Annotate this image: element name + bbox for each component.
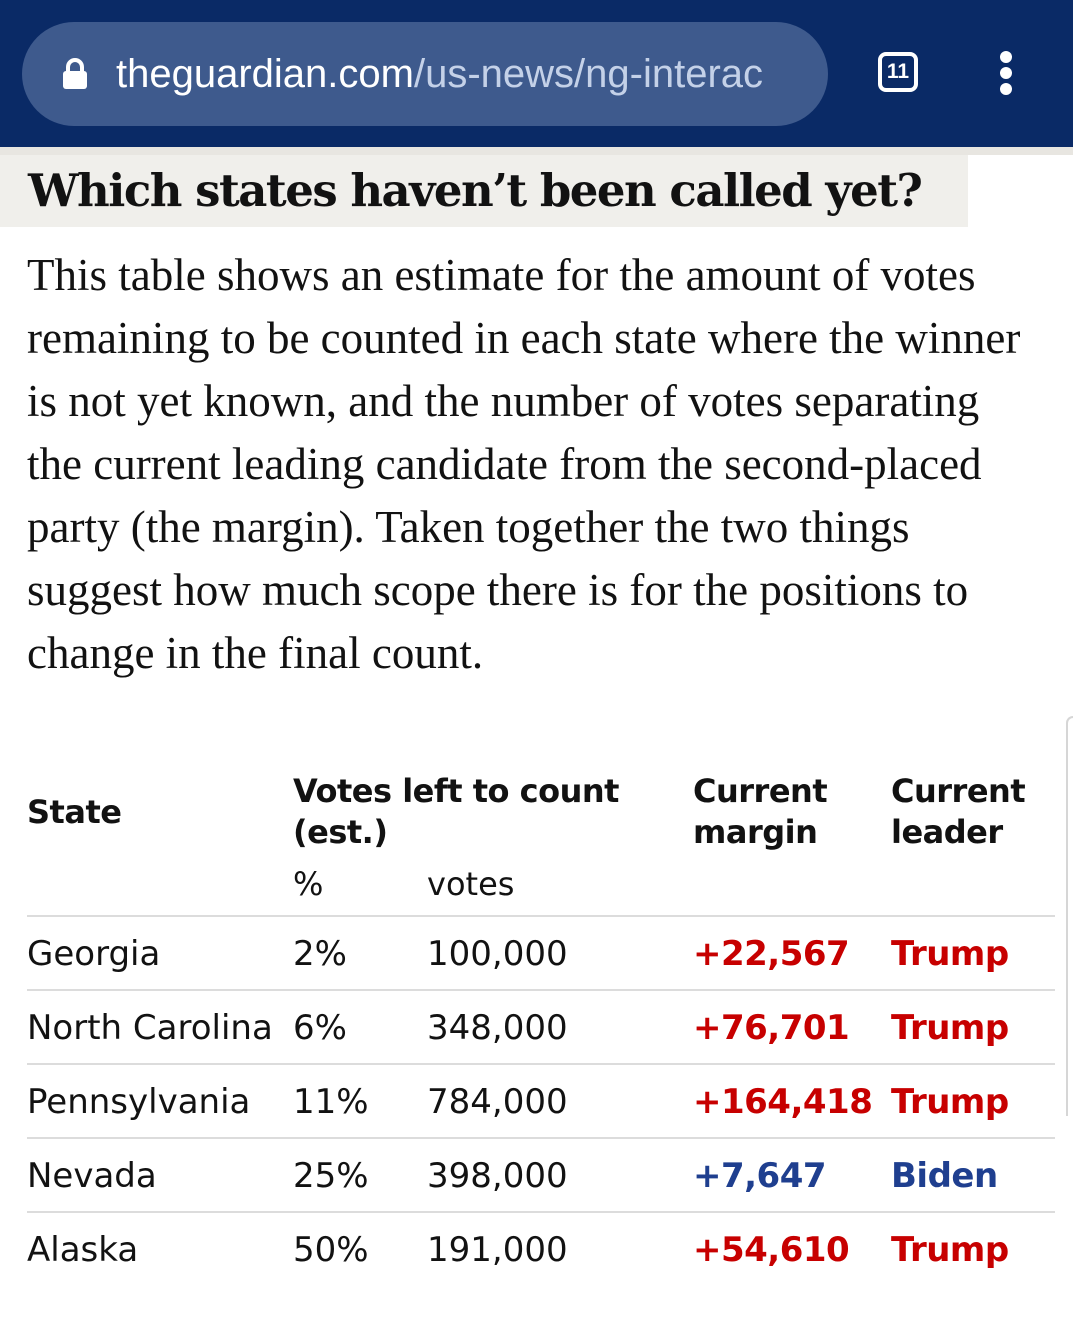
cell-votes: 191,000 [427, 1230, 568, 1270]
header-votes-left-est: (est.) [293, 813, 388, 851]
cell-percent: 11% [293, 1082, 369, 1122]
cell-votes: 100,000 [427, 934, 568, 974]
cell-margin: +7,647 [693, 1156, 827, 1196]
cell-leader: Trump [891, 1230, 1009, 1270]
header-state: State [27, 793, 122, 831]
subheader-percent: % [293, 865, 324, 903]
cell-margin: +76,701 [693, 1008, 850, 1048]
url-text[interactable]: theguardian.com/us-news/ng-interac [116, 22, 816, 126]
divider [0, 147, 1073, 155]
table-divider [27, 915, 1055, 917]
cell-state: Nevada [27, 1156, 157, 1196]
cell-percent: 50% [293, 1230, 369, 1270]
cell-votes: 348,000 [427, 1008, 568, 1048]
cell-margin: +22,567 [693, 934, 850, 974]
cell-state: North Carolina [27, 1008, 273, 1048]
cell-leader: Trump [891, 1082, 1009, 1122]
lock-icon [63, 58, 87, 89]
cell-percent: 2% [293, 934, 347, 974]
header-margin-2: margin [693, 813, 818, 851]
subheader-votes: votes [427, 865, 515, 903]
url-domain: theguardian.com [116, 52, 414, 96]
header-votes-left: Votes left to count [293, 772, 619, 810]
header-leader-2: leader [891, 813, 1003, 851]
cell-votes: 784,000 [427, 1082, 568, 1122]
cell-margin: +164,418 [693, 1082, 873, 1122]
cell-percent: 6% [293, 1008, 347, 1048]
cell-leader: Trump [891, 934, 1009, 974]
cell-margin: +54,610 [693, 1230, 850, 1270]
cell-state: Alaska [27, 1230, 139, 1270]
section-heading-container: Which states haven’t been called yet? [0, 155, 968, 227]
row-divider [27, 1211, 1055, 1213]
cell-votes: 398,000 [427, 1156, 568, 1196]
header-leader-1: Current [891, 772, 1026, 810]
cell-leader: Biden [891, 1156, 998, 1196]
row-divider [27, 989, 1055, 991]
scroll-edge-indicator [1066, 716, 1073, 1116]
intro-paragraph: This table shows an estimate for the amo… [27, 250, 1021, 678]
section-heading: Which states haven’t been called yet? [28, 164, 923, 217]
row-divider [27, 1063, 1055, 1065]
browser-toolbar: theguardian.com/us-news/ng-interac 11 [0, 0, 1073, 147]
cell-state: Pennsylvania [27, 1082, 251, 1122]
cell-leader: Trump [891, 1008, 1009, 1048]
cell-state: Georgia [27, 934, 161, 974]
address-bar[interactable]: theguardian.com/us-news/ng-interac [22, 22, 828, 126]
tab-switcher-button[interactable]: 11 [878, 52, 918, 92]
cell-percent: 25% [293, 1156, 369, 1196]
row-divider [27, 1137, 1055, 1139]
header-margin-1: Current [693, 772, 828, 810]
url-path: /us-news/ng-interac [413, 52, 764, 96]
kebab-menu-icon[interactable] [996, 51, 1016, 97]
